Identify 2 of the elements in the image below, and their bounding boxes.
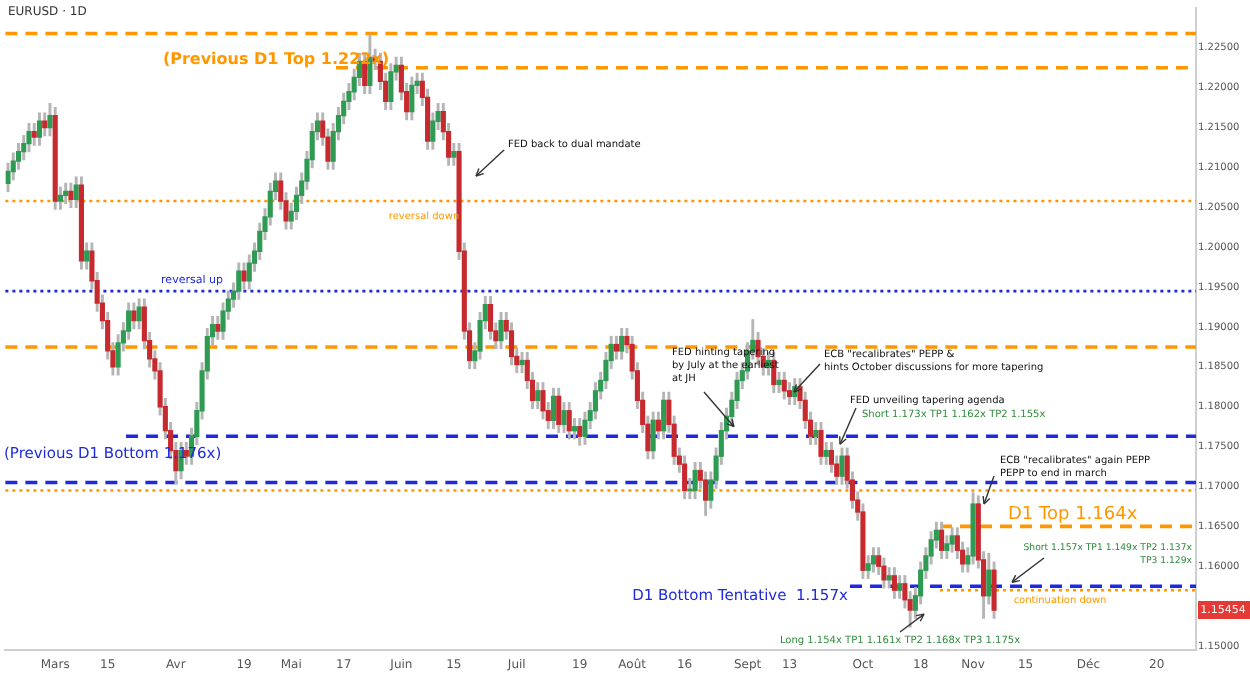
ref-line-label: (Previous D1 Top 1.222x) [162, 50, 390, 69]
ref-line-label: D1 Top 1.164x [1008, 504, 1139, 525]
